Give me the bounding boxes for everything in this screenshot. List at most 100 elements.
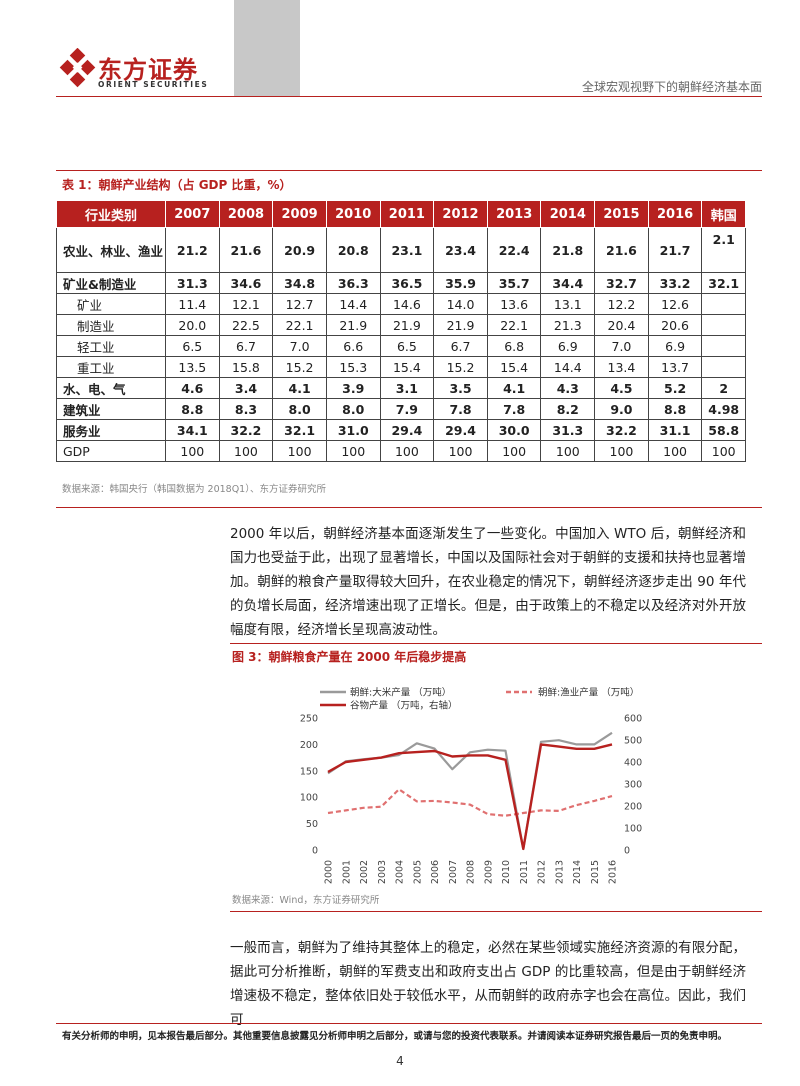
body-paragraph-2: 一般而言，朝鲜为了维持其整体上的稳定，必然在某些领域实施经济资源的有限分配，据此… (230, 940, 746, 1028)
table-cell: 6.7 (218, 335, 274, 357)
x-tick-label: 2012 (537, 860, 548, 884)
table-row: 服务业 34.1 32.2 32.1 31.0 29.4 29.4 30.0 31.3 32.2 3… (56, 419, 746, 441)
x-tick-label: 2014 (572, 860, 583, 884)
x-tick-label: 2016 (608, 860, 619, 884)
table-cell: 7.8 (433, 398, 488, 420)
table-cell: 33.2 (647, 272, 703, 294)
table-cell: 21.6 (594, 227, 649, 273)
figure-source-note: 数据来源：Wind，东方证券研究所 (232, 895, 380, 906)
x-tick-label: 2005 (412, 860, 423, 884)
table-header-cell: 2007 (165, 200, 220, 228)
table-cell: 7.0 (272, 335, 327, 357)
table-cell: 100 (701, 440, 746, 462)
table-cell: 4.3 (540, 377, 596, 399)
table-cell: 23.4 (433, 227, 488, 273)
table-header-cell: 2012 (433, 200, 488, 228)
table-cell: 22.1 (486, 314, 542, 336)
table-row-label: 服务业 (56, 419, 166, 441)
table-cell: 20.4 (594, 314, 649, 336)
table-cell: 3.5 (433, 377, 488, 399)
table-cell: 32.1 (272, 419, 327, 441)
table-cell: 13.6 (486, 293, 542, 315)
table-header-cell: 2015 (594, 200, 649, 228)
table-cell: 14.6 (379, 293, 435, 315)
table-cell: 8.8 (165, 398, 220, 420)
y-right-tick-label: 100 (624, 824, 642, 835)
table-cell: 4.98 (701, 398, 746, 420)
table-row-label: 轻工业 (56, 335, 166, 357)
table-row: 矿业&制造业 31.3 34.6 34.8 36.3 36.5 35.9 35.7 34.4 32… (56, 272, 746, 294)
table-source-note: 数据来源：韩国央行（韩国数据为 2018Q1）、东方证券研究所 (62, 484, 326, 495)
table-cell: 32.2 (218, 419, 274, 441)
table-cell: 29.4 (433, 419, 488, 441)
x-tick-label: 2007 (448, 860, 459, 884)
x-tick-label: 2004 (395, 860, 406, 884)
header-divider (56, 96, 762, 97)
table-cell: 2 (701, 377, 746, 399)
table-row: 制造业 20.0 22.5 22.1 21.9 21.9 21.9 22.1 21.3 20.4 2… (56, 314, 746, 336)
y-left-tick-label: 150 (300, 766, 318, 777)
table-cell: 36.3 (325, 272, 381, 294)
table-cell: 21.9 (325, 314, 381, 336)
table-cell: 35.7 (486, 272, 542, 294)
table-cell: 3.9 (325, 377, 381, 399)
table-cell: 100 (647, 440, 703, 462)
x-tick-label: 2015 (590, 860, 601, 884)
table-row-label: GDP (56, 440, 166, 462)
table-cell: 15.4 (486, 356, 542, 378)
table-cell: 13.7 (647, 356, 703, 378)
table-cell: 100 (594, 440, 649, 462)
y-right-tick-label: 300 (624, 780, 642, 791)
table-cell: 6.5 (165, 335, 220, 357)
table-cell: 31.1 (647, 419, 703, 441)
table-cell: 100 (433, 440, 488, 462)
table-cell: 12.6 (647, 293, 703, 315)
table-cell: 5.2 (647, 377, 703, 399)
table-row: 轻工业 6.5 6.7 7.0 6.6 6.5 6.7 6.8 6.9 7.0 6.9 (56, 335, 746, 357)
table-cell: 13.4 (594, 356, 649, 378)
table-cell: 6.9 (540, 335, 596, 357)
y-left-tick-label: 0 (312, 846, 318, 857)
table-cell: 31.0 (325, 419, 381, 441)
table-cell: 11.4 (165, 293, 220, 315)
x-tick-label: 2010 (501, 860, 512, 884)
y-left-tick-label: 250 (300, 714, 318, 725)
table-cell: 29.4 (379, 419, 435, 441)
table-cell: 58.8 (701, 419, 746, 441)
y-left-tick-label: 50 (306, 819, 318, 830)
table-row: 农业、林业、渔业 21.2 21.6 20.9 20.8 23.1 23.4 22.4 21.8… (56, 227, 746, 273)
table-cell: 2.1 (701, 227, 746, 273)
series-line-1 (327, 788, 613, 817)
table-cell: 15.3 (325, 356, 381, 378)
table-header-cell: 行业类别 (56, 200, 166, 228)
table-cell: 8.3 (218, 398, 274, 420)
table-cell: 6.5 (379, 335, 435, 357)
table-cell: 35.9 (433, 272, 488, 294)
x-tick-label: 2011 (519, 860, 530, 884)
table-cell: 100 (272, 440, 327, 462)
table-cell: 3.4 (218, 377, 274, 399)
x-tick-label: 2013 (554, 860, 565, 884)
table-cell: 34.6 (218, 272, 274, 294)
table-cell: 4.5 (594, 377, 649, 399)
table-bottom-divider (56, 507, 762, 508)
x-tick-label: 2006 (430, 860, 441, 884)
table-header-cell: 2016 (647, 200, 703, 228)
table-cell: 13.5 (165, 356, 220, 378)
table-cell: 100 (486, 440, 542, 462)
table-cell: 32.1 (701, 272, 746, 294)
header-grey-band (234, 0, 300, 96)
table-cell: 34.4 (540, 272, 596, 294)
table-cell: 15.2 (272, 356, 327, 378)
y-left-tick-label: 200 (300, 740, 318, 751)
x-tick-label: 2003 (377, 860, 388, 884)
grain-production-chart: 0 50 100 150 200 250 0 100 200 300 400 500 600 2000 20… (300, 687, 642, 885)
table-cell: 21.2 (165, 227, 220, 273)
table-cell (701, 335, 746, 357)
y-left-tick-label: 100 (300, 793, 318, 804)
table-cell: 31.3 (540, 419, 596, 441)
table-cell: 14.0 (433, 293, 488, 315)
legend-label: 朝鲜:大米产量 （万吨） (350, 687, 451, 699)
table-cell: 7.9 (379, 398, 435, 420)
table-cell: 30.0 (486, 419, 542, 441)
